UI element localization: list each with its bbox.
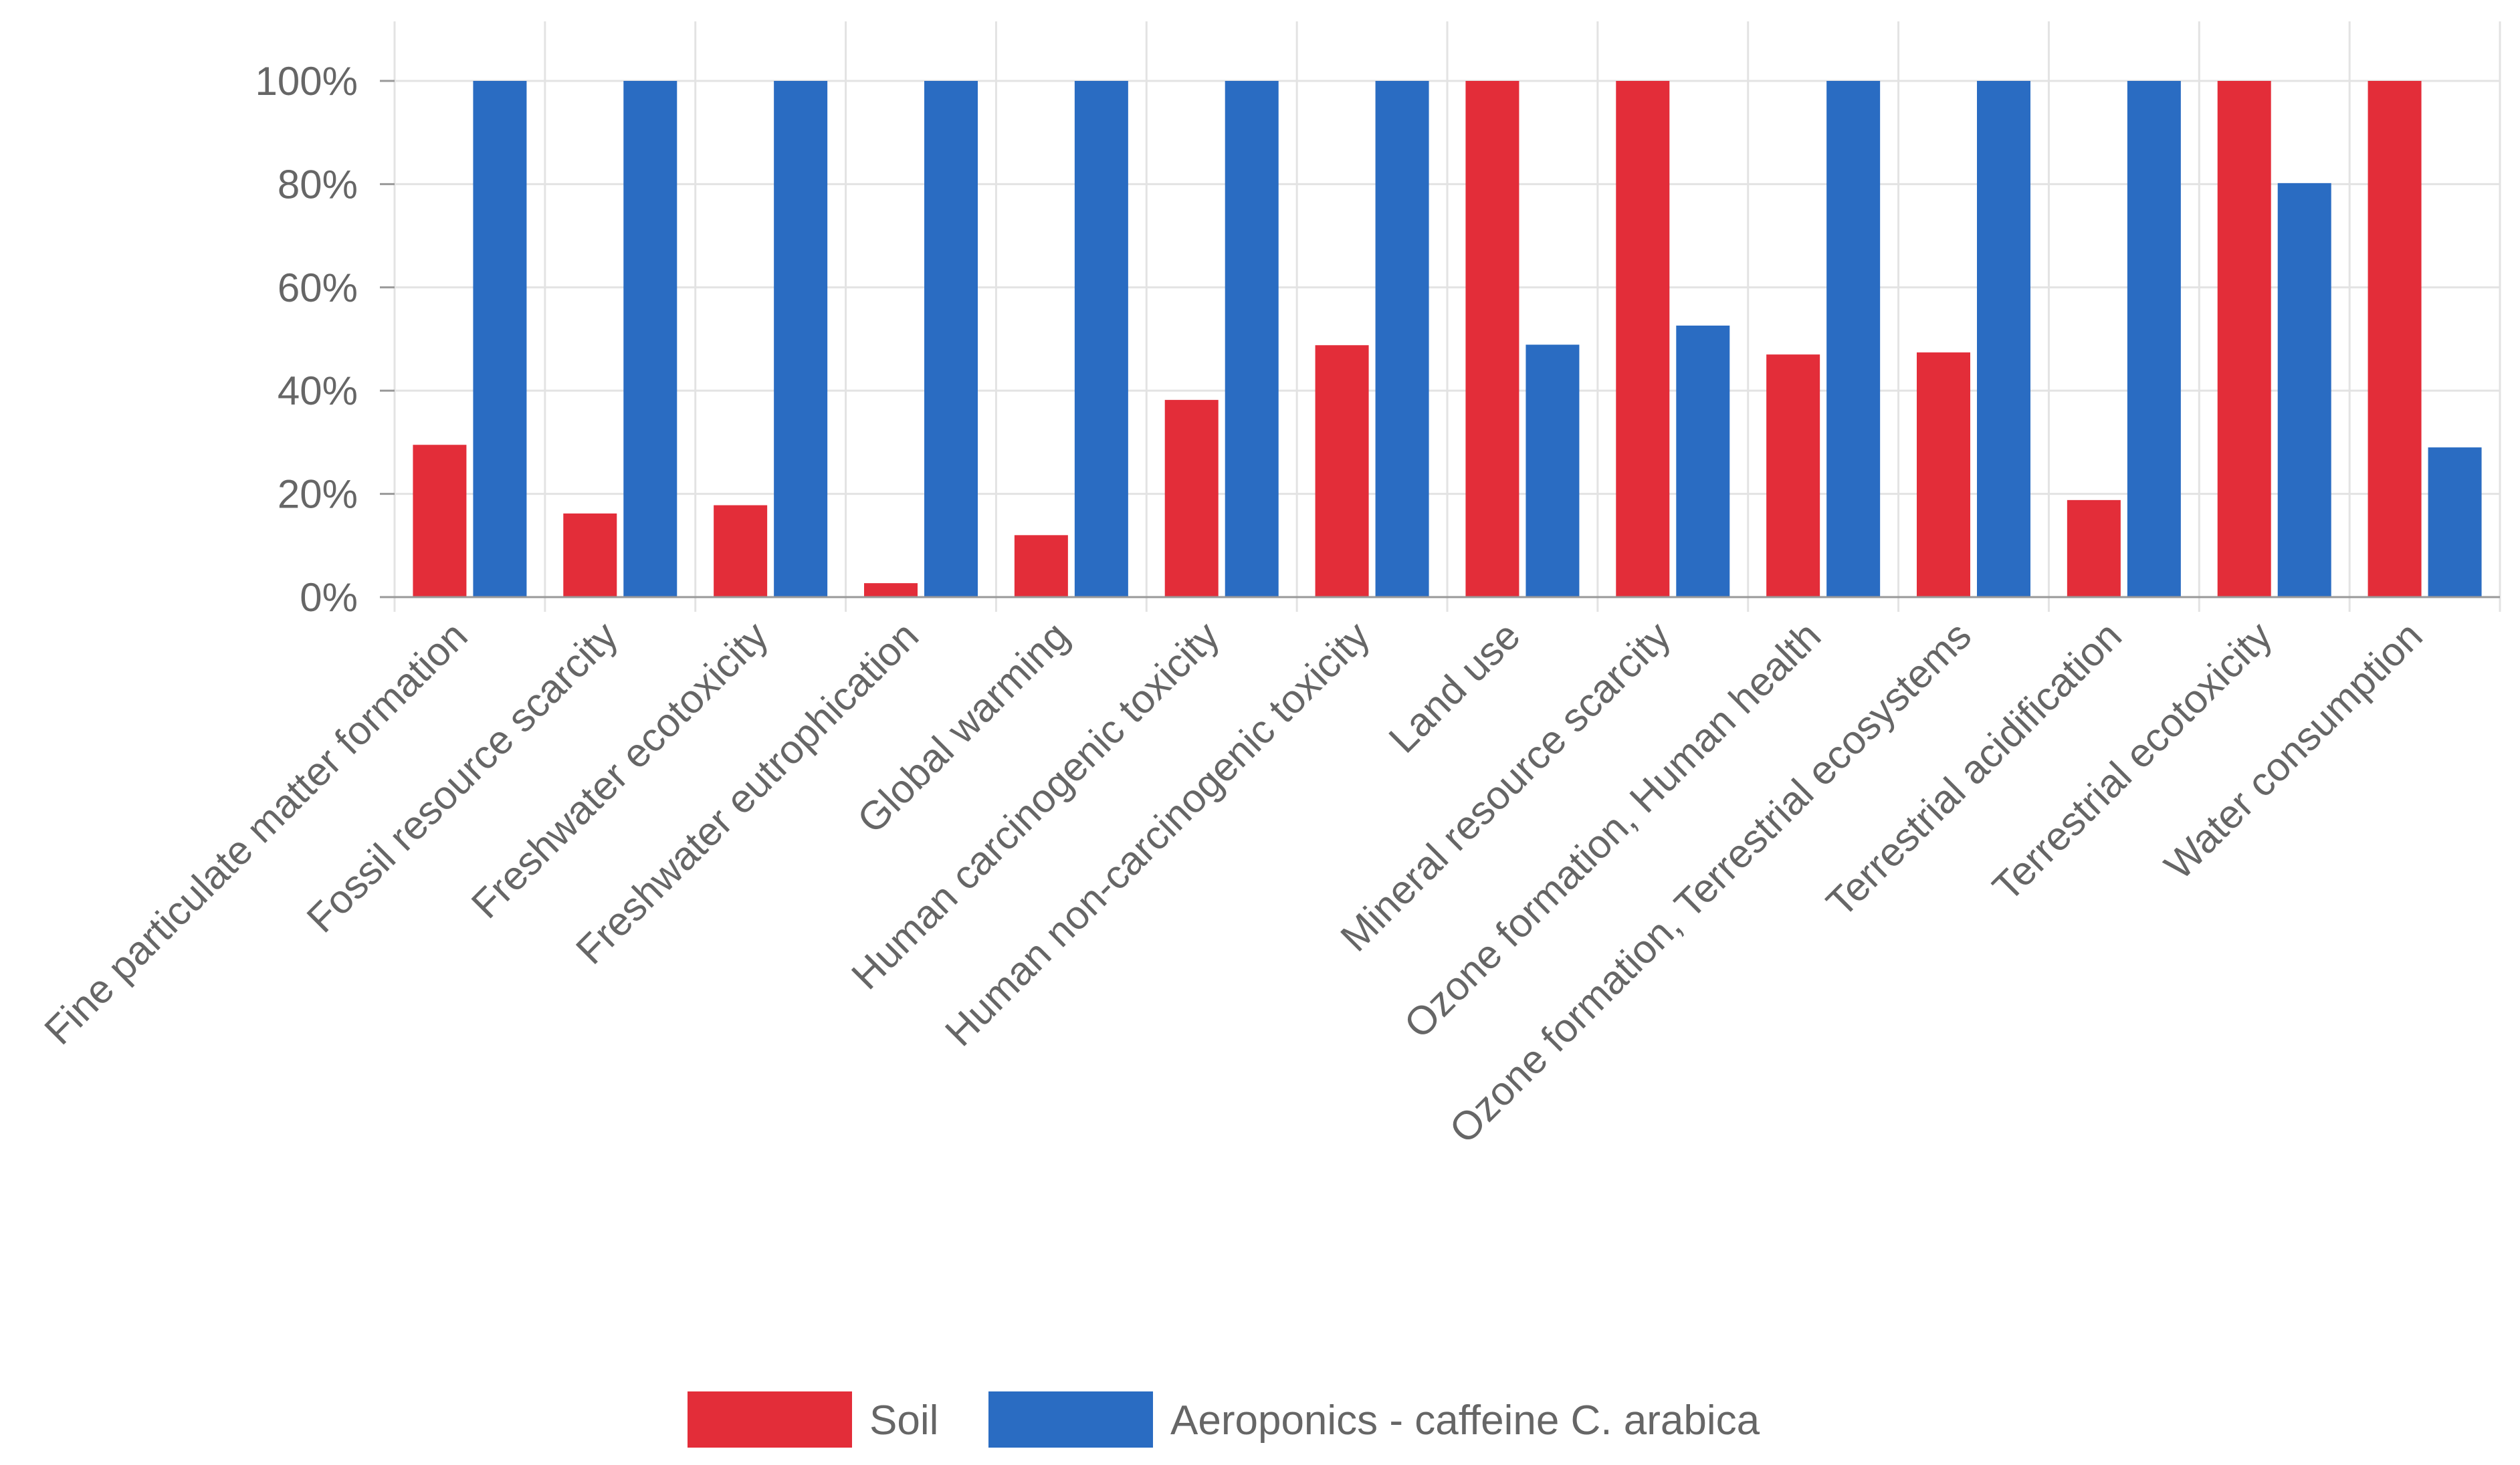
bar-aeroponics (1526, 344, 1580, 597)
x-tick-label: Fossil resource scarcity (298, 613, 627, 941)
bar-aeroponics (1676, 325, 1730, 597)
y-tick-label: 20% (278, 472, 358, 517)
bar-soil (2217, 81, 2271, 597)
bar-soil (1465, 81, 1519, 597)
y-tick-label: 60% (278, 265, 358, 310)
x-axis-ticks: Fine particulate matter formationFossil … (36, 613, 2431, 1152)
x-tick-label: Land use (1380, 613, 1529, 762)
legend-swatch-soil (688, 1391, 852, 1448)
bar-aeroponics (1074, 81, 1128, 597)
bar-soil (563, 513, 617, 597)
y-tick-label: 100% (255, 59, 358, 104)
bar-aeroponics (1826, 81, 1881, 597)
y-axis-ticks: 0% 20% 40% 60% 80% 100% (255, 59, 358, 620)
bar-aeroponics (2127, 81, 2181, 597)
bar-aeroponics (623, 81, 677, 597)
bar-aeroponics (2277, 183, 2331, 598)
bar-soil (1164, 400, 1219, 597)
legend: Soil Aeroponics - caffeine C. arabica (688, 1391, 1760, 1448)
y-tick-label: 80% (278, 162, 358, 207)
bar-soil (1014, 535, 1068, 597)
x-tick-label: Freshwater ecotoxicity (463, 613, 776, 927)
x-tick-label: Ozone formation, Terrestrial ecosystems (1441, 613, 1980, 1152)
bar-soil (2067, 499, 2121, 597)
bar-aeroponics (2428, 447, 2482, 597)
x-tick-label: Terrestrial acidification (1818, 613, 2130, 925)
bar-soil (1917, 352, 1970, 597)
legend-swatch-aeroponics (988, 1391, 1153, 1448)
bar-soil (413, 445, 467, 597)
grid (393, 21, 2501, 612)
x-tick-label: Terrestrial ecotoxicity (1984, 613, 2280, 909)
bar-aeroponics (473, 81, 527, 597)
bars (413, 81, 2482, 598)
legend-label-aeroponics: Aeroponics - caffeine C. arabica (1170, 1397, 1760, 1444)
x-tick-label: Water consumption (2156, 613, 2430, 888)
bar-soil (1616, 81, 1670, 597)
bar-soil (714, 505, 768, 597)
bar-aeroponics (774, 81, 828, 597)
legend-label-soil: Soil (869, 1397, 938, 1444)
bar-aeroponics (1375, 81, 1429, 597)
y-tick-label: 40% (278, 368, 358, 413)
bar-soil (1315, 345, 1369, 597)
bar-soil (864, 583, 918, 597)
bar-soil (1766, 354, 1820, 597)
axes (380, 80, 2500, 598)
y-tick-label: 0% (300, 575, 358, 620)
bar-soil (2368, 81, 2422, 597)
bar-aeroponics (1977, 81, 2030, 597)
bar-aeroponics (1225, 81, 1279, 597)
bar-aeroponics (924, 81, 978, 597)
